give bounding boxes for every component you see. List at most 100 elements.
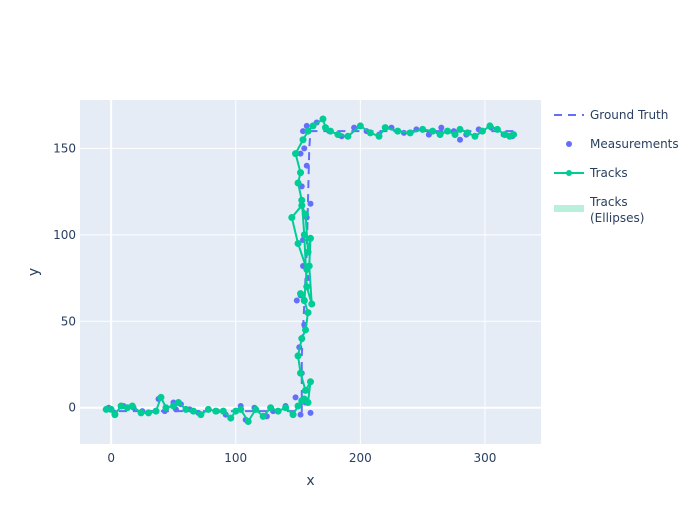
track-point xyxy=(227,414,235,422)
measurement-point xyxy=(292,394,299,401)
track-point xyxy=(406,129,414,137)
track-point xyxy=(304,399,312,407)
track-point xyxy=(444,127,452,135)
track-point xyxy=(137,409,145,417)
track-point xyxy=(381,124,389,132)
measurement-point xyxy=(303,122,310,129)
legend-item-tracks-ellipses[interactable]: Tracks (Ellipses) xyxy=(554,195,644,225)
legend-item-tracks[interactable]: Tracks xyxy=(554,166,628,180)
track-point xyxy=(107,405,115,413)
measurement-point xyxy=(297,411,304,418)
x-tick-label: 100 xyxy=(224,451,247,465)
track-point xyxy=(259,412,267,420)
track-point xyxy=(305,262,313,270)
track-point xyxy=(307,234,314,242)
track-point xyxy=(298,201,306,209)
track-point xyxy=(319,115,327,123)
tick-labels: 0 100 200 300 0 50 100 150 xyxy=(53,141,496,465)
track-point xyxy=(298,196,306,204)
track-point xyxy=(274,407,282,415)
x-tick-label: 0 xyxy=(107,451,115,465)
track-point xyxy=(334,131,342,139)
track-point xyxy=(219,407,227,415)
legend-label-ground-truth: Ground Truth xyxy=(590,108,668,122)
track-point xyxy=(298,335,306,343)
legend-label-measurements: Measurements xyxy=(590,137,679,151)
legend-label-tracks-ellipses-line2: (Ellipses) xyxy=(590,211,644,225)
track-point xyxy=(344,132,352,140)
gridlines xyxy=(80,100,541,444)
legend-swatch-tracks-ellipses xyxy=(554,205,584,212)
track-point xyxy=(294,179,302,187)
legend-swatch-tracks-marker xyxy=(566,170,572,176)
measurement-point xyxy=(293,297,300,304)
track-point xyxy=(356,122,364,130)
track-point xyxy=(510,131,518,139)
measurement-point xyxy=(307,409,314,416)
y-tick-label: 100 xyxy=(53,228,76,242)
track-point xyxy=(300,231,308,239)
track-point xyxy=(436,131,444,139)
track-point xyxy=(303,283,311,291)
track-point xyxy=(152,407,160,415)
track-point xyxy=(307,378,314,386)
track-point xyxy=(299,136,307,144)
measurement-point xyxy=(307,200,314,207)
track-point xyxy=(252,405,260,413)
track-point xyxy=(321,124,329,132)
track-point xyxy=(289,411,297,419)
track-point xyxy=(375,132,383,140)
track-point xyxy=(174,399,182,407)
track-point xyxy=(456,125,464,133)
track-point xyxy=(429,127,437,135)
y-axis-title: y xyxy=(26,268,42,276)
track-point xyxy=(169,402,177,410)
track-point xyxy=(297,369,305,377)
track-point xyxy=(366,129,374,137)
track-point xyxy=(189,407,197,415)
measurement-point xyxy=(303,162,310,169)
x-axis-title: x xyxy=(306,473,314,489)
x-tick-label: 200 xyxy=(349,451,372,465)
y-tick-label: 0 xyxy=(68,401,76,415)
track-point xyxy=(267,404,275,412)
measurement-point xyxy=(300,128,307,135)
track-point xyxy=(111,411,119,419)
track-point xyxy=(493,125,501,133)
track-point xyxy=(300,297,308,305)
track-point xyxy=(304,248,312,256)
legend-label-tracks-ellipses-line1: Tracks xyxy=(589,195,628,209)
track-point xyxy=(471,132,479,140)
track-point xyxy=(182,405,190,413)
track-point xyxy=(294,239,302,247)
track-point xyxy=(145,409,153,417)
track-point xyxy=(394,127,402,135)
track-point xyxy=(297,169,305,177)
track-point xyxy=(297,290,305,298)
legend-item-ground-truth[interactable]: Ground Truth xyxy=(554,108,668,122)
series-layer xyxy=(102,115,518,426)
track-point xyxy=(302,386,310,394)
legend-item-measurements[interactable]: Measurements xyxy=(566,137,679,151)
track-point xyxy=(117,402,125,410)
track-point xyxy=(237,405,245,413)
track-point xyxy=(326,127,334,135)
track-point xyxy=(128,402,136,410)
measurement-point xyxy=(301,145,308,152)
track-point xyxy=(294,402,302,410)
track-point xyxy=(451,131,459,139)
track-point xyxy=(282,404,290,412)
track-point xyxy=(304,309,312,317)
track-point xyxy=(294,352,302,360)
measurement-point xyxy=(438,124,445,131)
measurement-point xyxy=(297,150,304,157)
legend-swatch-measurements xyxy=(566,141,572,147)
legend: Ground Truth Measurements Tracks Tracks … xyxy=(554,108,679,225)
y-tick-label: 150 xyxy=(53,141,76,155)
legend-label-tracks: Tracks xyxy=(589,166,628,180)
track-point xyxy=(308,300,316,308)
track-point xyxy=(302,210,310,218)
track-point xyxy=(288,214,296,222)
measurement-point xyxy=(457,136,464,143)
